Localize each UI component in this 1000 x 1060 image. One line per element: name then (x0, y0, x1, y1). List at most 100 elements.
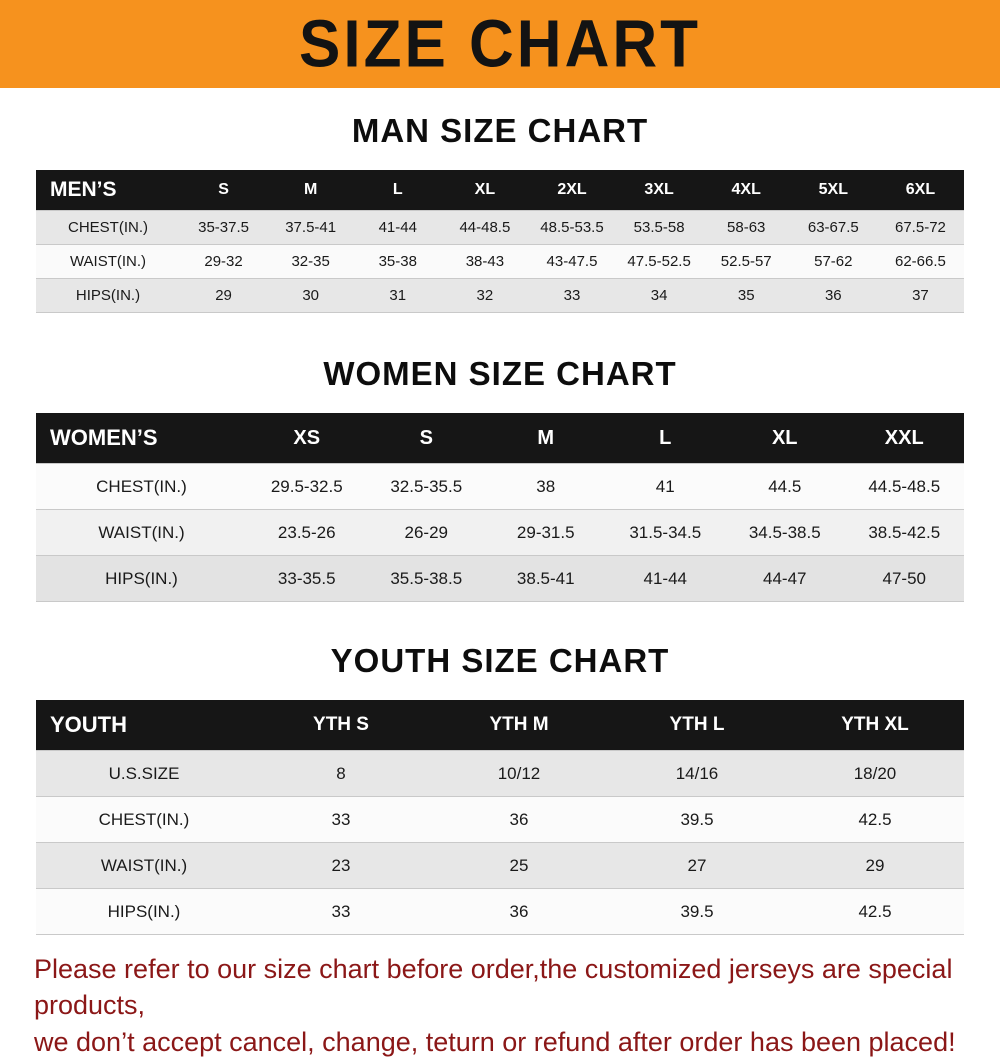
size-value: 58-63 (727, 219, 766, 236)
size-value: 8 (336, 763, 346, 783)
size-value: 36 (509, 809, 529, 829)
size-value: 29 (215, 287, 232, 304)
size-value: 44-47 (763, 568, 807, 588)
size-value: 29-32 (204, 253, 243, 270)
measurement-label: HIPS(IN.) (107, 901, 181, 921)
size-value: 39.5 (680, 901, 714, 921)
size-value: 38.5-42.5 (868, 522, 941, 542)
youth-size-table: YOUTH YTH S YTH M YTH L YTH XL U.S.SIZE 8 10/12… (36, 700, 964, 935)
size-value: 37.5-41 (285, 219, 337, 236)
size-value: 25 (509, 855, 529, 875)
measurement-label: HIPS(IN.) (75, 287, 141, 304)
size-value: 35-38 (378, 253, 417, 270)
measurement-label: CHEST(IN.) (96, 476, 187, 496)
size-value: 41-44 (378, 219, 417, 236)
order-policy-line-2: we don’t accept cancel, change, teturn o… (34, 1026, 956, 1057)
measurement-label: U.S.SIZE (108, 763, 180, 783)
table-header-row: WOMEN’S XS S M L XL XXL (36, 413, 964, 464)
size-column-header: XL (771, 426, 798, 449)
size-value: 67.5-72 (895, 219, 946, 236)
size-value: 43-47.5 (546, 253, 598, 270)
size-value: 33 (331, 809, 351, 829)
measurement-label: CHEST(IN.) (68, 219, 148, 236)
size-column-header: S (218, 181, 229, 198)
size-value: 47.5-52.5 (627, 253, 691, 270)
size-column-header: 2XL (557, 181, 587, 198)
size-value: 31.5-34.5 (629, 522, 702, 542)
size-column-header: XXL (884, 426, 924, 449)
man-size-chart-heading: MAN SIZE CHART (351, 112, 649, 149)
size-value: 57-62 (814, 253, 853, 270)
table-row: U.S.SIZE 8 10/12 14/16 18/20 (36, 750, 964, 797)
size-value: 37 (912, 287, 929, 304)
size-value: 33-35.5 (277, 568, 336, 588)
size-value: 41-44 (643, 568, 687, 588)
table-row: HIPS(IN.) 29 30 31 32 33 34 35 36 37 (36, 278, 964, 313)
measurement-label: HIPS(IN.) (105, 568, 178, 588)
banner-title: SIZE CHART (299, 6, 701, 82)
size-chart-banner: SIZE CHART (0, 0, 1000, 88)
size-value: 44.5 (768, 476, 802, 496)
table-row: HIPS(IN.) 33-35.5 35.5-38.5 38.5-41 41-44 44-… (36, 555, 964, 602)
table-group-label: MEN’S (50, 178, 117, 201)
size-value: 23 (331, 855, 351, 875)
size-value: 32-35 (291, 253, 330, 270)
size-column-header: 3XL (644, 181, 674, 198)
size-value: 29-31.5 (516, 522, 575, 542)
size-value: 23.5-26 (277, 522, 336, 542)
size-value: 62-66.5 (895, 253, 946, 270)
order-policy-line-1: Please refer to our size chart before or… (34, 954, 953, 1021)
size-column-header: 5XL (818, 181, 848, 198)
size-column-header: YTH L (669, 714, 725, 735)
size-value: 42.5 (858, 901, 892, 921)
size-column-header: L (659, 426, 672, 449)
size-value: 38-43 (465, 253, 505, 270)
size-column-header: XS (293, 426, 321, 449)
table-row: CHEST(IN.) 33 36 39.5 42.5 (36, 796, 964, 843)
size-value: 14/16 (675, 763, 719, 783)
size-value: 32.5-35.5 (390, 476, 463, 496)
size-value: 39.5 (680, 809, 714, 829)
size-value: 31 (389, 287, 407, 304)
size-value: 32 (476, 287, 494, 304)
size-value: 36 (824, 287, 842, 304)
table-header-row: YOUTH YTH S YTH M YTH L YTH XL (36, 700, 964, 751)
table-group-label: WOMEN’S (50, 425, 158, 450)
size-value: 29.5-32.5 (270, 476, 343, 496)
table-row: CHEST(IN.) 35-37.5 37.5-41 41-44 44-48.5 48.5… (36, 210, 964, 245)
size-value: 35-37.5 (198, 219, 249, 236)
size-value: 38.5-41 (516, 568, 575, 588)
size-value: 34.5-38.5 (748, 522, 821, 542)
size-column-header: S (419, 426, 433, 449)
size-value: 44.5-48.5 (868, 476, 941, 496)
size-value: 53.5-58 (633, 219, 685, 236)
table-header-row: MEN’S S M L XL 2XL 3XL 4XL 5XL 6XL (36, 170, 964, 211)
size-column-header: 6XL (905, 181, 936, 198)
size-column-header: M (304, 181, 318, 198)
size-column-header: XL (474, 181, 496, 198)
size-column-header: 4XL (731, 181, 761, 198)
size-value: 29 (865, 855, 885, 875)
size-column-header: YTH S (313, 714, 369, 735)
size-value: 63-67.5 (807, 219, 859, 236)
size-value: 41 (655, 476, 675, 496)
youth-size-chart-heading: YOUTH SIZE CHART (330, 642, 670, 679)
size-column-header: M (537, 426, 555, 449)
size-value: 10/12 (497, 763, 541, 783)
women-size-table: WOMEN’S XS S M L XL XXL CHEST(IN.) 29.5-32.5 32.5… (36, 413, 964, 602)
size-value: 36 (509, 901, 529, 921)
size-value: 34 (650, 287, 668, 304)
order-policy-note: Please refer to our size chart before or… (34, 951, 974, 1060)
table-row: WAIST(IN.) 23.5-26 26-29 29-31.5 31.5-34.5 34… (36, 509, 964, 556)
women-size-chart-heading: WOMEN SIZE CHART (323, 355, 677, 392)
size-value: 38 (536, 476, 556, 496)
table-row: WAIST(IN.) 23 25 27 29 (36, 842, 964, 889)
measurement-label: WAIST(IN.) (69, 253, 147, 270)
size-column-header: YTH M (489, 714, 549, 735)
size-value: 44-48.5 (459, 219, 511, 236)
size-value: 26-29 (404, 522, 448, 542)
table-group-label: YOUTH (50, 712, 127, 737)
size-column-header: YTH XL (841, 714, 909, 735)
size-value: 47-50 (882, 568, 926, 588)
size-column-header: L (392, 181, 403, 198)
